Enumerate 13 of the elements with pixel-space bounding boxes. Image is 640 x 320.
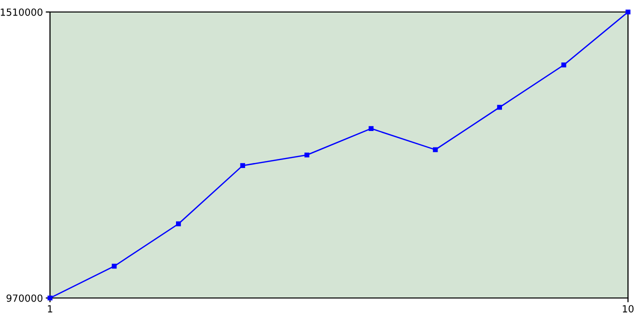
y-tick-label: 970000	[6, 294, 42, 302]
point	[368, 126, 374, 131]
point	[561, 62, 566, 68]
point	[112, 264, 117, 269]
point	[497, 104, 502, 110]
point	[240, 163, 246, 168]
point	[176, 221, 181, 226]
x-tick-label: 1	[48, 305, 52, 312]
point	[432, 147, 438, 152]
x-tick-label: 10	[622, 305, 634, 312]
y-tick-label: 1510000	[0, 8, 42, 16]
point	[626, 10, 630, 14]
point	[304, 152, 310, 158]
